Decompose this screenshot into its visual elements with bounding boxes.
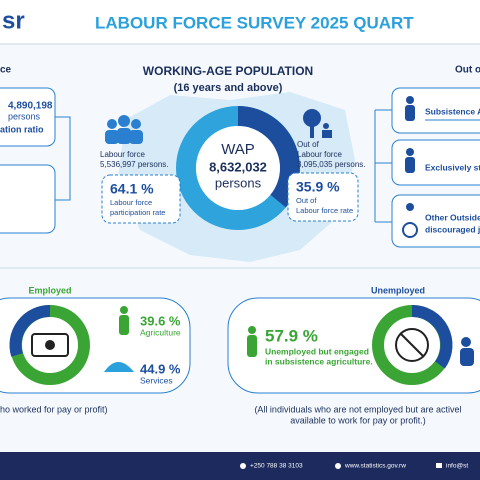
unemployed-ring-segment (411, 304, 453, 369)
center-subtitle: (16 years and above) (174, 82, 283, 94)
right-box (391, 139, 480, 186)
agriculture-rate: 39.6 % (140, 313, 181, 328)
lf-rate-box (101, 174, 181, 224)
employed-ring-segment (9, 304, 51, 357)
footer-phone: +250 788 38 3103 (250, 463, 303, 470)
lf-persons: 5,536,997 persons. (100, 160, 169, 169)
ratio-label: ation ratio (0, 124, 44, 134)
tree-icon (303, 109, 332, 138)
farmer-icon (247, 326, 257, 357)
title: LABOUR FORCE SURVEY 2025 QUART (95, 13, 414, 32)
olf-label: Labour force (297, 150, 342, 159)
footer-website: www.statistics.gov.rw (344, 463, 406, 470)
right-item: Exclusively st (425, 162, 480, 172)
left-box (0, 164, 56, 234)
right-item: discouraged jo (425, 224, 480, 234)
employed-caption: ho worked for pay or profit) (0, 404, 108, 414)
logo: sr (2, 7, 25, 34)
unemployed-caption: (All individuals who are not employed bu… (254, 404, 461, 414)
services-label: Services (140, 375, 173, 385)
services-icon (104, 362, 134, 372)
unemployed-rate-label: Unemployed but engaged (265, 346, 369, 356)
lf-rate-label: Labour force (110, 198, 152, 207)
employed-box (0, 297, 191, 394)
person-icon (460, 337, 474, 366)
lf-rate-label: participation rate (110, 208, 165, 217)
connector (374, 109, 392, 223)
right-heading: Out o (455, 65, 480, 76)
olf-rate-box (287, 172, 359, 222)
right-item: Other Outside (425, 212, 480, 222)
center-title: WORKING-AGE POPULATION (143, 64, 313, 78)
employed-value: 4,890,198 (8, 101, 53, 112)
right-item: Subsistence A (425, 106, 480, 116)
wap-center (196, 126, 280, 210)
header-bg (0, 0, 480, 44)
agriculture-icon (119, 306, 129, 335)
wap-unit: persons (215, 175, 262, 190)
agriculture-label: Agriculture (140, 327, 181, 337)
olf-rate-label: Labour force rate (296, 206, 353, 215)
right-box (391, 194, 480, 248)
employed-unit: persons (8, 111, 41, 121)
wap-ring-segment (237, 106, 300, 208)
right-icons (402, 96, 418, 238)
unemployed-rate: 57.9 % (265, 326, 318, 345)
services-rate: 44.9 % (140, 361, 181, 376)
olf-rate-label: Out of (296, 196, 317, 205)
unemployed-box (227, 297, 480, 394)
employed-heading: Employed (28, 285, 71, 295)
unemployed-caption: available to work for pay or profit.) (290, 415, 426, 425)
olf-rate: 35.9 % (296, 179, 340, 195)
footer-email: info@st (446, 463, 468, 470)
lf-rate: 64.1 % (110, 181, 154, 197)
unemployed-rate-label: in subsistence agriculture. (265, 356, 373, 366)
web-icon (335, 463, 341, 469)
lf-label: Labour force (100, 150, 145, 159)
right-box (391, 87, 480, 134)
olf-persons: 3,095,035 persons. (297, 160, 366, 169)
unemployed-heading: Unemployed (371, 285, 425, 295)
phone-icon (240, 463, 246, 469)
left-heading: ce (0, 65, 12, 76)
wap-label: WAP (221, 141, 255, 158)
mail-icon (436, 463, 442, 468)
connector (55, 116, 71, 201)
no-money-icon (395, 328, 429, 362)
money-icon (31, 333, 69, 357)
wap-value: 8,632,032 (209, 159, 267, 174)
olf-label: Out of (297, 140, 320, 149)
labour-force-icon (105, 115, 143, 144)
